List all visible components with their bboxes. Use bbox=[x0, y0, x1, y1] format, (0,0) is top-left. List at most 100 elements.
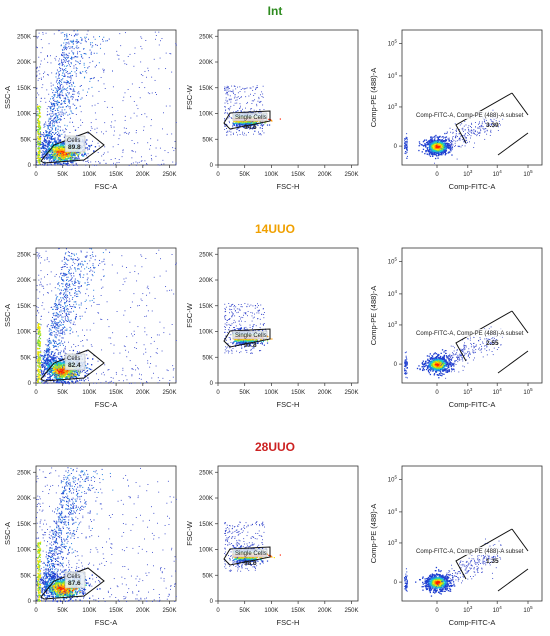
event-dot bbox=[39, 109, 40, 110]
event-dot bbox=[66, 54, 67, 55]
event-dot bbox=[435, 140, 436, 141]
event-dot bbox=[448, 148, 449, 149]
event-dot bbox=[55, 76, 56, 77]
event-dot bbox=[64, 47, 65, 48]
event-dot bbox=[87, 147, 88, 148]
event-dot bbox=[55, 87, 56, 88]
x-tick-label: 50K bbox=[57, 172, 68, 178]
event-dot bbox=[441, 148, 442, 149]
event-dot bbox=[159, 165, 160, 166]
event-dot bbox=[53, 158, 54, 159]
event-dot bbox=[47, 165, 48, 166]
event-dot bbox=[92, 141, 93, 142]
event-dot bbox=[233, 121, 234, 122]
event-dot bbox=[51, 86, 52, 87]
event-dot bbox=[67, 164, 68, 165]
event-dot bbox=[78, 47, 79, 48]
event-dot bbox=[486, 134, 487, 135]
event-dot bbox=[166, 53, 167, 54]
event-dot bbox=[55, 133, 56, 134]
event-dot bbox=[49, 154, 50, 155]
event-dot bbox=[53, 371, 54, 372]
event-dot bbox=[85, 40, 86, 41]
x-tick-label: 200K bbox=[136, 172, 150, 178]
event-dot bbox=[66, 129, 67, 130]
event-dot bbox=[36, 109, 37, 110]
event-dot bbox=[58, 126, 59, 127]
event-dot bbox=[52, 116, 53, 117]
event-dot bbox=[441, 140, 442, 141]
event-dot bbox=[436, 155, 437, 156]
event-dot bbox=[41, 144, 42, 145]
event-dot bbox=[141, 38, 142, 39]
event-dot bbox=[64, 101, 65, 102]
event-dot bbox=[69, 53, 70, 54]
event-dot bbox=[44, 72, 45, 73]
event-dot bbox=[40, 158, 41, 159]
event-dot bbox=[463, 131, 464, 132]
event-dot bbox=[47, 108, 48, 109]
event-dot bbox=[148, 70, 149, 71]
event-dot bbox=[45, 134, 46, 135]
event-dot bbox=[69, 122, 70, 123]
event-dot bbox=[76, 70, 77, 71]
event-dot bbox=[231, 86, 232, 87]
event-dot bbox=[235, 86, 236, 87]
event-dot bbox=[51, 102, 52, 103]
event-dot bbox=[433, 143, 434, 144]
event-dot bbox=[57, 139, 58, 140]
event-dot bbox=[70, 41, 71, 42]
event-dot bbox=[58, 73, 59, 74]
event-dot bbox=[146, 77, 147, 78]
event-dot bbox=[89, 145, 90, 146]
event-dot bbox=[104, 152, 105, 153]
event-dot bbox=[43, 143, 44, 144]
event-dot bbox=[68, 56, 69, 57]
event-dot bbox=[74, 91, 75, 92]
x-axis-label: Comp-FITC-A bbox=[449, 182, 496, 191]
event-dot bbox=[436, 149, 437, 150]
event-dot bbox=[244, 91, 245, 92]
event-dot bbox=[252, 90, 253, 91]
event-dot bbox=[98, 152, 99, 153]
event-dot bbox=[69, 154, 70, 155]
event-dot bbox=[68, 57, 69, 58]
event-dot bbox=[66, 42, 67, 43]
event-dot bbox=[404, 148, 405, 149]
event-dot bbox=[435, 145, 436, 146]
event-dot bbox=[124, 127, 125, 128]
event-dot bbox=[47, 74, 48, 75]
event-dot bbox=[242, 109, 243, 110]
event-dot bbox=[175, 141, 176, 142]
event-dot bbox=[475, 131, 476, 132]
event-dot bbox=[468, 130, 469, 131]
event-dot bbox=[225, 103, 226, 104]
event-dot bbox=[82, 122, 83, 123]
event-dot bbox=[67, 87, 68, 88]
event-dot bbox=[42, 87, 43, 88]
event-dot bbox=[271, 120, 272, 121]
event-dot bbox=[450, 150, 451, 151]
event-dot bbox=[235, 88, 236, 89]
event-dot bbox=[65, 68, 66, 69]
event-dot bbox=[64, 60, 65, 61]
event-dot bbox=[405, 141, 406, 142]
event-dot bbox=[167, 134, 168, 135]
event-dot bbox=[231, 117, 232, 118]
event-dot bbox=[90, 50, 91, 51]
event-dot bbox=[38, 106, 39, 107]
event-dot bbox=[422, 151, 423, 152]
event-dot bbox=[81, 85, 82, 86]
event-dot bbox=[48, 106, 49, 107]
event-dot bbox=[250, 109, 251, 110]
event-dot bbox=[118, 55, 119, 56]
event-dot bbox=[254, 99, 255, 100]
event-dot bbox=[432, 149, 433, 150]
event-dot bbox=[257, 124, 258, 125]
event-dot bbox=[443, 151, 444, 152]
event-dot bbox=[53, 108, 54, 109]
event-dot bbox=[465, 145, 466, 146]
event-dot bbox=[54, 105, 55, 106]
event-dot bbox=[250, 88, 251, 89]
event-dot bbox=[62, 75, 63, 76]
